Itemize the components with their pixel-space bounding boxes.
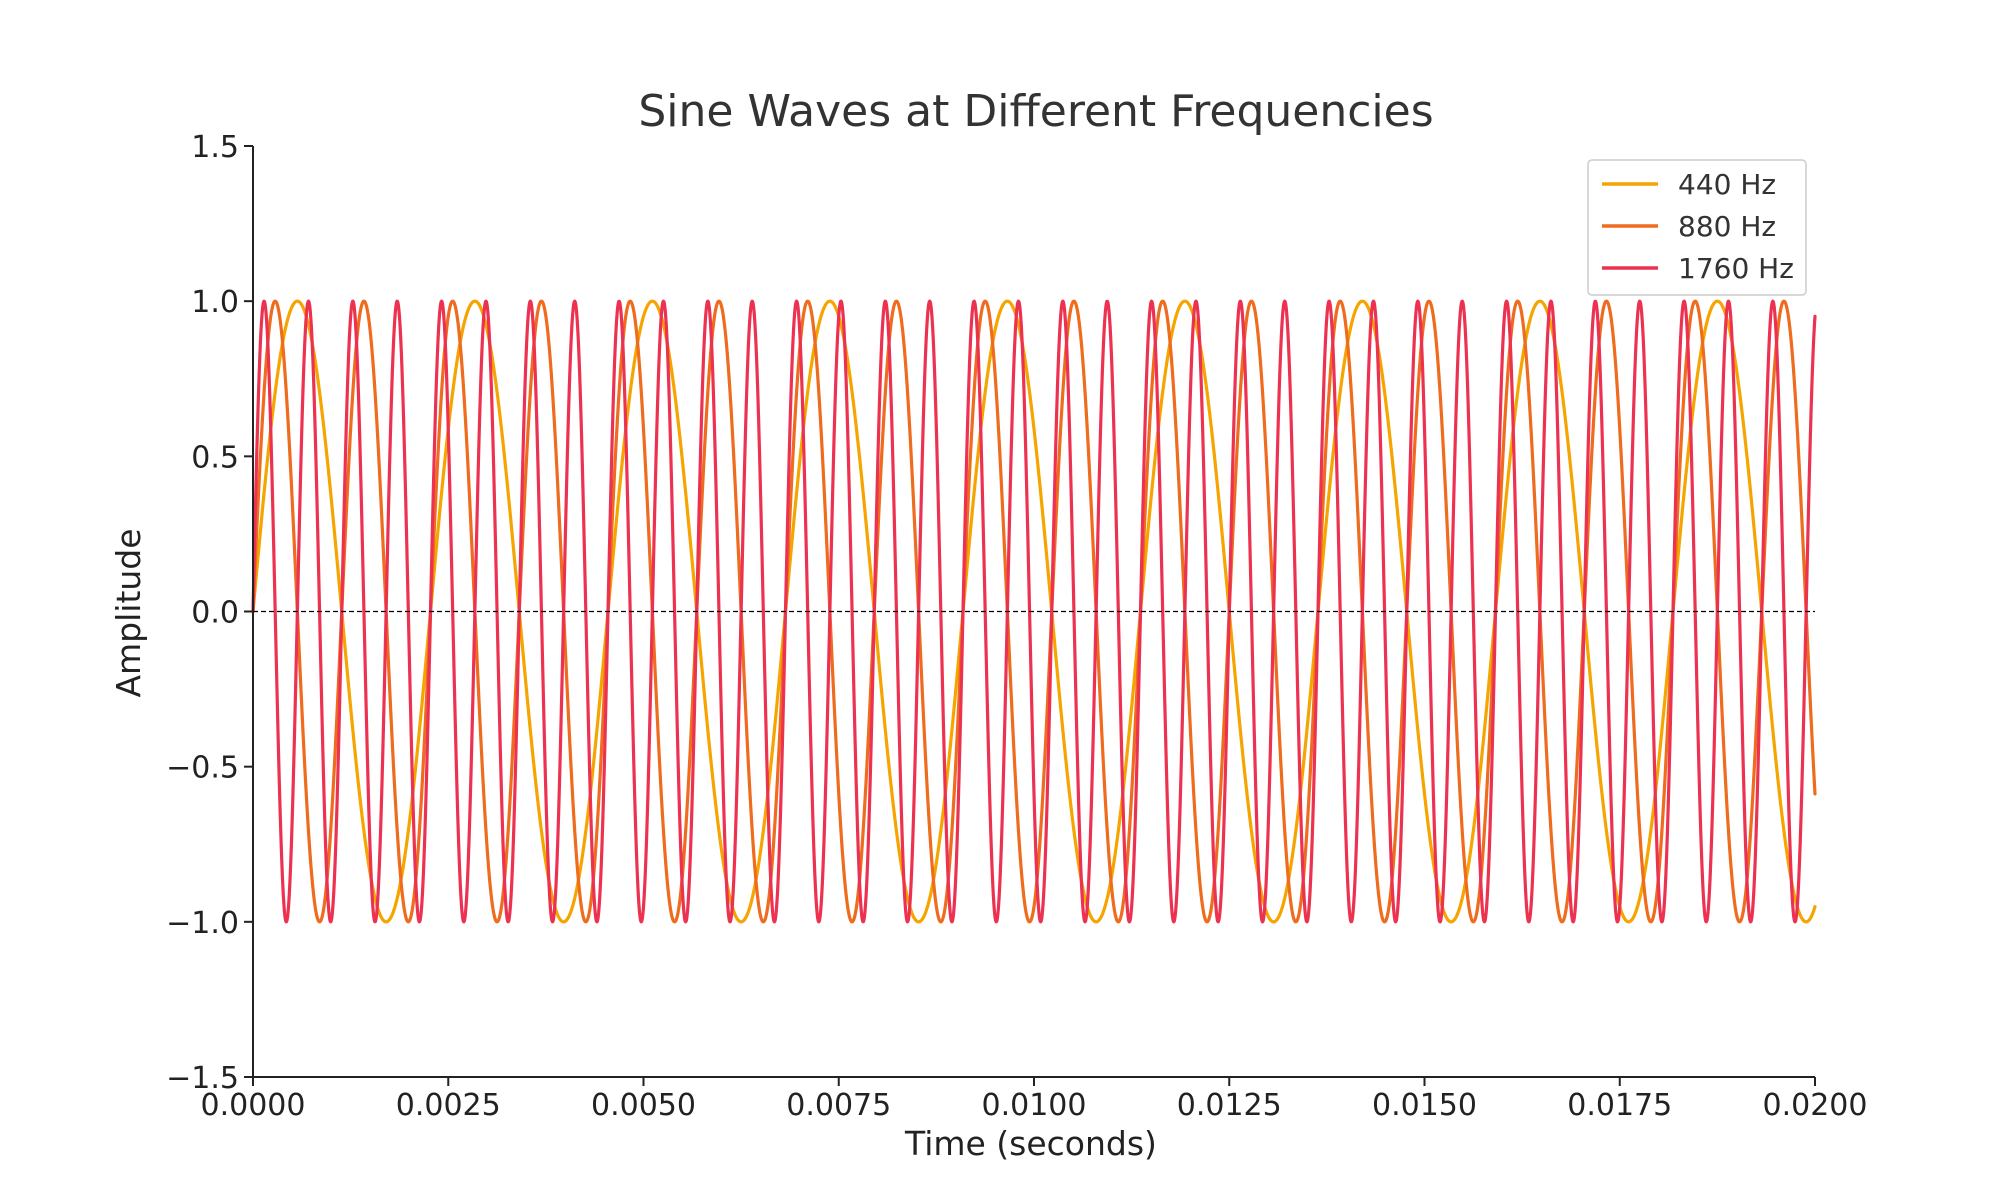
x-tick-label: 0.0000	[201, 1088, 306, 1123]
x-tick-label: 0.0125	[1177, 1088, 1282, 1123]
legend-label: 440 Hz	[1678, 168, 1776, 201]
legend: 440 Hz 880 Hz 1760 Hz	[1587, 159, 1807, 296]
x-tick-label: 0.0025	[396, 1088, 501, 1123]
legend-label: 880 Hz	[1678, 210, 1776, 243]
y-tick-label: 0.5	[191, 440, 239, 475]
chart-title: Sine Waves at Different Frequencies	[638, 86, 1433, 137]
y-ticks: 1.5 1.0 0.5 0.0 −0.5 −1.0 −1.5	[166, 130, 253, 1096]
y-tick-label: 0.0	[191, 596, 239, 631]
y-tick-label: 1.0	[191, 285, 239, 320]
legend-label: 1760 Hz	[1678, 252, 1794, 285]
x-tick-label: 0.0100	[982, 1088, 1087, 1123]
x-tick-label: 0.0175	[1567, 1088, 1672, 1123]
x-axis-title: Time (seconds)	[904, 1124, 1157, 1163]
y-tick-label: 1.5	[191, 130, 239, 165]
y-tick-label: −1.0	[166, 906, 239, 941]
x-tick-label: 0.0150	[1372, 1088, 1477, 1123]
series-layer	[251, 299, 1817, 924]
x-ticks: 0.0000 0.0025 0.0050 0.0075 0.0100 0.0125 0.01…	[201, 1077, 1868, 1123]
y-tick-label: −1.5	[166, 1061, 239, 1096]
series-line-880hz	[251, 299, 1817, 924]
y-tick-label: −0.5	[166, 751, 239, 786]
x-tick-label: 0.0200	[1763, 1088, 1868, 1123]
x-tick-label: 0.0050	[591, 1088, 696, 1123]
y-axis-title: Amplitude	[109, 528, 148, 697]
x-tick-label: 0.0075	[786, 1088, 891, 1123]
series-line-1760hz	[251, 299, 1817, 924]
legend-frame	[1587, 159, 1807, 296]
